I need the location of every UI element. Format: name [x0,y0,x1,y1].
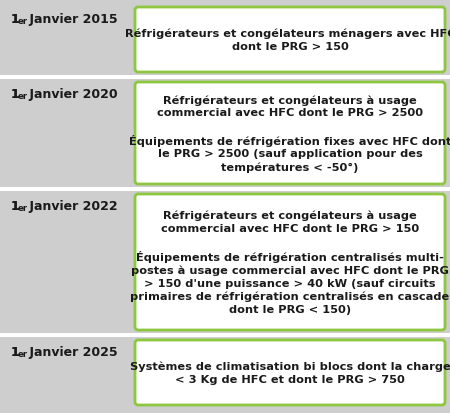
Text: 1: 1 [11,88,20,101]
Bar [0,76,450,80]
Text: Janvier 2020: Janvier 2020 [25,88,117,101]
Text: 1: 1 [11,199,20,212]
Text: 1: 1 [11,199,20,212]
Text: Réfrigérateurs et congélateurs ménagers avec HFC
dont le PRG > 150: Réfrigérateurs et congélateurs ménagers … [125,29,450,52]
Text: 1: 1 [11,13,20,26]
Text: er: er [18,349,28,358]
Text: Janvier 2022: Janvier 2022 [25,199,117,212]
FancyBboxPatch shape [5,5,445,76]
Text: 1: 1 [11,88,20,101]
FancyBboxPatch shape [135,340,445,405]
Bar [0,333,450,337]
Bar [0,188,450,192]
Text: er: er [18,17,28,26]
Text: 1: 1 [11,13,20,26]
FancyBboxPatch shape [5,337,445,408]
FancyBboxPatch shape [135,8,445,73]
Text: 1: 1 [11,345,20,358]
Text: Janvier 2015: Janvier 2015 [25,13,117,26]
Text: Systèmes de climatisation bi blocs dont la charge
< 3 Kg de HFC et dont le PRG >: Systèmes de climatisation bi blocs dont … [130,361,450,384]
FancyBboxPatch shape [135,195,445,330]
Text: Réfrigérateurs et congélateurs à usage
commercial avec HFC dont le PRG > 2500

É: Réfrigérateurs et congélateurs à usage c… [129,95,450,173]
Text: 1: 1 [11,345,20,358]
FancyBboxPatch shape [5,192,445,333]
FancyBboxPatch shape [135,83,445,185]
Text: Janvier 2025: Janvier 2025 [25,345,117,358]
Text: er: er [18,92,28,101]
FancyBboxPatch shape [5,80,445,188]
Text: er: er [18,204,28,212]
Text: Réfrigérateurs et congélateurs à usage
commercial avec HFC dont le PRG > 150

Éq: Réfrigérateurs et congélateurs à usage c… [130,210,450,314]
